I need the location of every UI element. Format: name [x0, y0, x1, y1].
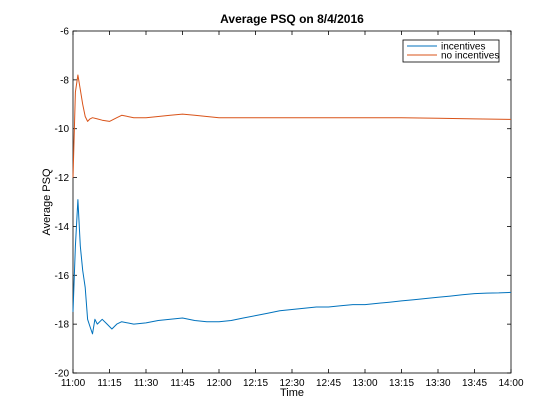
x-tick-label: 11:45	[170, 378, 195, 389]
x-tick-label: 13:15	[389, 378, 414, 389]
y-tick-label: -16	[55, 271, 70, 282]
y-tick-label: -18	[55, 320, 70, 331]
x-tick-label: 12:45	[316, 378, 341, 389]
series-line-no-incentives	[72, 74, 512, 178]
x-tick-label: 11:00	[61, 378, 86, 389]
plot-area	[72, 30, 512, 374]
y-axis: -20 -18 -16 -14 -12 -10 -8 -6	[55, 27, 511, 380]
x-tick-label: 11:30	[134, 378, 159, 389]
legend-entry: incentives	[441, 42, 485, 53]
x-tick-label: 12:30	[279, 378, 304, 389]
legend-entry: no incentives	[441, 51, 499, 62]
x-tick-label: 14:00	[498, 378, 523, 389]
x-axis-label: Time	[280, 387, 304, 399]
series-line-incentives	[72, 199, 512, 335]
x-tick-label: 13:30	[425, 378, 450, 389]
x-tick-label: 12:00	[206, 378, 231, 389]
y-tick-label: -14	[55, 222, 70, 233]
x-axis: 11:00 11:15 11:30 11:45 12:00 12:15 12:30 12:45…	[61, 31, 524, 389]
chart-title: Average PSQ on 8/4/2016	[220, 12, 364, 26]
y-tick-label: -6	[60, 27, 69, 38]
x-tick-label: 12:15	[243, 378, 268, 389]
x-tick-label: 11:15	[97, 378, 122, 389]
y-tick-label: -20	[55, 369, 70, 380]
series-group	[72, 74, 512, 335]
x-tick-label: 13:45	[462, 378, 487, 389]
y-tick-label: -12	[55, 173, 70, 184]
x-tick-label: 13:00	[352, 378, 377, 389]
y-tick-label: -10	[55, 124, 70, 135]
y-tick-label: -8	[60, 75, 69, 86]
y-axis-label: Average PSQ	[41, 168, 53, 236]
